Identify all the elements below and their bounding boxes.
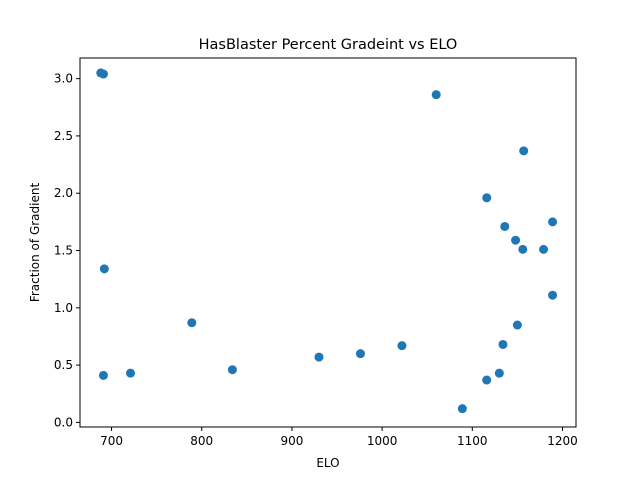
- data-point: [494, 368, 504, 378]
- plot-frame: [79, 57, 577, 428]
- data-point: [512, 320, 522, 330]
- data-point: [511, 235, 521, 245]
- y-tick-label: 2.0: [54, 186, 73, 200]
- x-tick-label: 1200: [547, 434, 578, 448]
- data-point: [397, 341, 407, 351]
- data-point: [431, 90, 441, 100]
- x-axis-label: ELO: [316, 456, 339, 470]
- axis-ticks: 700 800 900 1000 1100 1200 0.0 0.5 1.0 1.5 2.0 2.5 3…: [54, 72, 578, 448]
- data-point: [187, 318, 197, 328]
- data-point: [539, 244, 549, 254]
- y-tick-label: 3.0: [54, 72, 73, 86]
- x-tick-label: 1100: [457, 434, 488, 448]
- data-point: [482, 193, 492, 203]
- data-point: [519, 146, 529, 156]
- data-point: [126, 368, 136, 378]
- data-point: [498, 339, 508, 349]
- data-point: [314, 352, 324, 362]
- data-point: [548, 290, 558, 300]
- data-point: [98, 69, 108, 79]
- x-tick-label: 1000: [367, 434, 398, 448]
- data-point: [98, 370, 108, 380]
- data-point: [482, 375, 492, 385]
- x-tick-label: 900: [280, 434, 303, 448]
- y-tick-label: 0.0: [54, 415, 73, 429]
- x-tick-label: 800: [190, 434, 213, 448]
- data-point: [548, 217, 558, 227]
- y-tick-label: 1.5: [54, 244, 73, 258]
- data-point: [518, 244, 528, 254]
- y-axis-label: Fraction of Gradient: [28, 183, 42, 303]
- y-tick-label: 2.5: [54, 129, 73, 143]
- data-point: [227, 365, 237, 375]
- y-tick-label: 0.5: [54, 358, 73, 372]
- y-tick-label: 1.0: [54, 301, 73, 315]
- data-point: [457, 404, 467, 414]
- x-tick-label: 700: [100, 434, 123, 448]
- data-point: [500, 221, 510, 231]
- data-point: [355, 349, 365, 359]
- chart-title: HasBlaster Percent Gradeint vs ELO: [199, 37, 458, 53]
- data-point: [99, 264, 109, 274]
- data-points: [96, 68, 558, 414]
